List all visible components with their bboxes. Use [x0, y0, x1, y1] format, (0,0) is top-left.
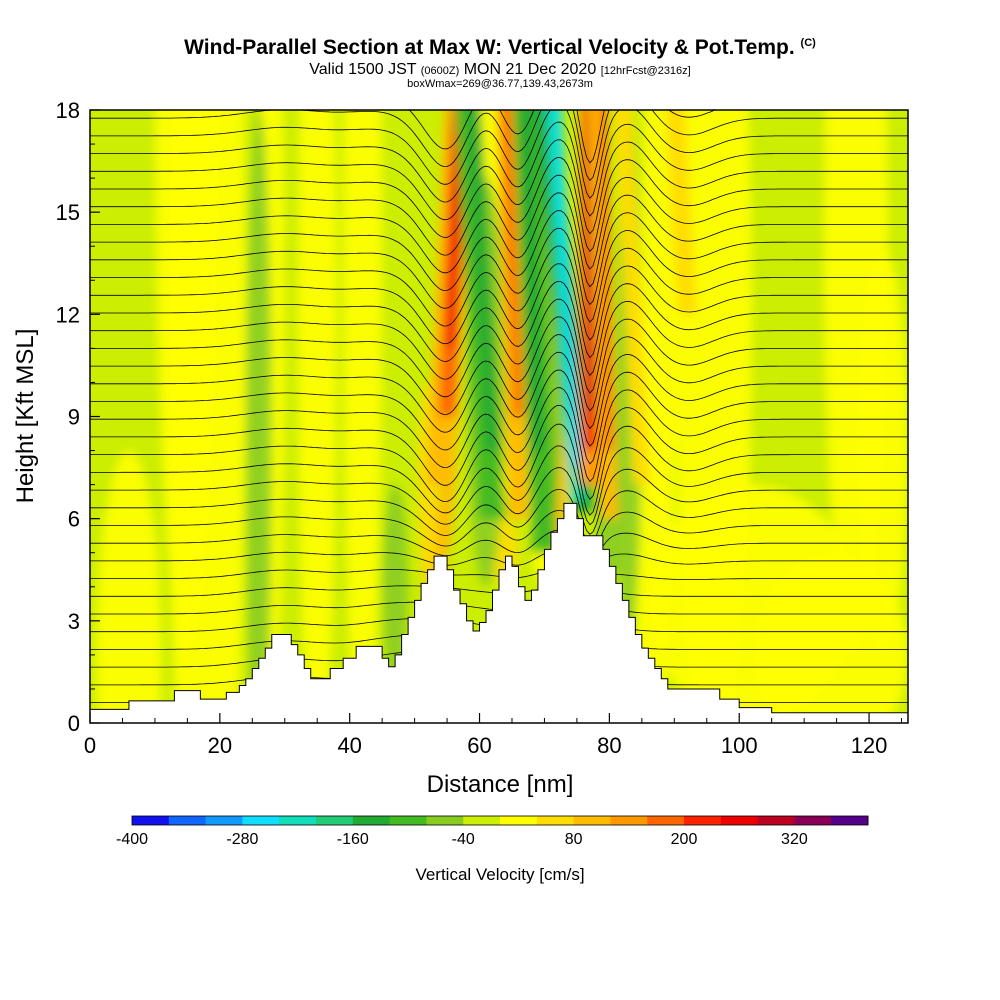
valid-time-line: Valid 1500 JST (0600Z) MON 21 Dec 2020 […: [0, 61, 1000, 79]
colorbar-swatch: [279, 816, 317, 825]
isentrope-line: [90, 423, 908, 516]
colorbar-swatch: [831, 816, 869, 825]
isentrope-line: [90, 281, 908, 376]
x-tick-label: 120: [851, 733, 888, 758]
copyright-mark: (C): [800, 37, 816, 49]
colorbar-swatch: [352, 816, 391, 825]
isentrope-line: [90, 110, 908, 199]
y-tick-label: 12: [56, 302, 80, 327]
colorbar-frame: [131, 815, 869, 826]
isentrope-line: [90, 404, 908, 500]
velocity-band: [501, 110, 524, 417]
x-tick-label: 100: [721, 733, 758, 758]
y-tick-label: 6: [68, 507, 80, 532]
velocity-cell: [96, 450, 162, 723]
colorbar-swatch: [500, 816, 538, 825]
isentrope-line: [90, 210, 908, 306]
isentrope-line: [90, 174, 908, 270]
x-axis-label: Distance [nm]: [427, 771, 574, 798]
valid-time-utc: (0600Z): [420, 65, 460, 77]
isentrope-line: [90, 387, 908, 483]
colorbar-swatch: [757, 816, 795, 825]
colorbar-tick-label: -280: [226, 831, 258, 848]
isentrope-line: [90, 510, 908, 554]
x-tick-label: 40: [337, 733, 361, 758]
colorbar-tick-label: -160: [337, 831, 369, 848]
isentrope-line: [90, 529, 908, 561]
isentrope-line: [90, 245, 908, 341]
velocity-cell: [856, 246, 908, 655]
chart-title: Wind-Parallel Section at Max W: Vertical…: [0, 36, 1000, 60]
colorbar-swatch: [205, 816, 243, 825]
y-tick-label: 15: [56, 200, 80, 225]
box-info-line: boxWmax=269@36.77,139.43,2673m: [407, 78, 593, 90]
isentrope-line: [90, 549, 908, 569]
isentrope-line: [90, 298, 908, 394]
colorbar-swatch: [794, 816, 832, 825]
colorbar-tick-label: -400: [116, 831, 148, 848]
velocity-band: [614, 110, 651, 485]
vertical-velocity-field: [90, 110, 908, 723]
isentrope-line: [90, 351, 908, 447]
isentrope-line: [90, 334, 908, 430]
isentrope-line: [90, 139, 908, 235]
velocity-band: [665, 110, 698, 315]
velocity-cell: [641, 110, 681, 519]
x-tick-label: 20: [208, 733, 232, 758]
isentrope-line: [90, 110, 908, 182]
y-axis: 0 3 6 9 12 15 18: [56, 98, 100, 736]
isentrope-line: [90, 263, 908, 359]
isentrope-line: [90, 121, 908, 217]
valid-time-local: Valid 1500 JST: [309, 61, 417, 78]
colorbar-swatch: [610, 816, 648, 825]
y-axis-label: Height [Kft MSL]: [12, 329, 39, 504]
x-tick-label: 80: [597, 733, 621, 758]
colorbar-tick-label: 80: [565, 831, 583, 848]
colorbar-swatch: [463, 816, 501, 825]
x-tick-label: 60: [467, 733, 491, 758]
isentrope-line: [90, 369, 908, 465]
colorbar-swatch: [573, 816, 611, 825]
colorbar-swatch: [132, 816, 170, 825]
valid-date: MON 21 Dec 2020: [463, 61, 597, 78]
y-tick-label: 18: [56, 98, 80, 123]
colorbar-swatch: [389, 816, 427, 825]
colorbar-swatch: [647, 816, 685, 825]
x-axis: 0 20 40 60 80 100 120: [84, 713, 903, 758]
y-tick-label: 3: [68, 609, 80, 634]
velocity-cell: [167, 110, 246, 723]
isentrope-line: [90, 467, 908, 535]
velocity-band: [467, 110, 499, 451]
isentrope-line: [90, 316, 908, 412]
colorbar-swatch: [316, 816, 354, 825]
isentrope-line: [90, 227, 908, 323]
colorbar-swatch: [168, 816, 207, 825]
isentrope-line: [90, 445, 908, 526]
colorbar-swatch: [536, 816, 575, 825]
colorbar-swatch: [720, 816, 759, 825]
colorbar-swatch: [426, 816, 464, 825]
chart-title-text: Wind-Parallel Section at Max W: Vertical…: [184, 36, 795, 59]
y-tick-label: 0: [68, 711, 80, 736]
isentrope-line: [90, 157, 908, 252]
isentrope-line: [90, 192, 908, 288]
velocity-cell: [297, 110, 337, 723]
colorbar: -400 -280 -160 -40 80 200 320: [116, 815, 869, 848]
velocity-cell: [245, 110, 272, 723]
colorbar-label: Vertical Velocity [cm/s]: [415, 865, 584, 884]
velocity-shading: [96, 110, 908, 723]
colorbar-tick-label: 200: [671, 831, 698, 848]
isentrope-line: [90, 489, 908, 545]
colorbar-swatch: [684, 816, 722, 825]
colorbar-swatch: [242, 816, 280, 825]
colorbar-tick-label: 320: [781, 831, 808, 848]
y-tick-label: 9: [68, 405, 80, 430]
terrain-profile: [90, 502, 908, 723]
colorbar-tick-label: -40: [452, 831, 475, 848]
forecast-note: [12hrFcst@2316z]: [600, 65, 691, 77]
x-tick-label: 0: [84, 733, 96, 758]
